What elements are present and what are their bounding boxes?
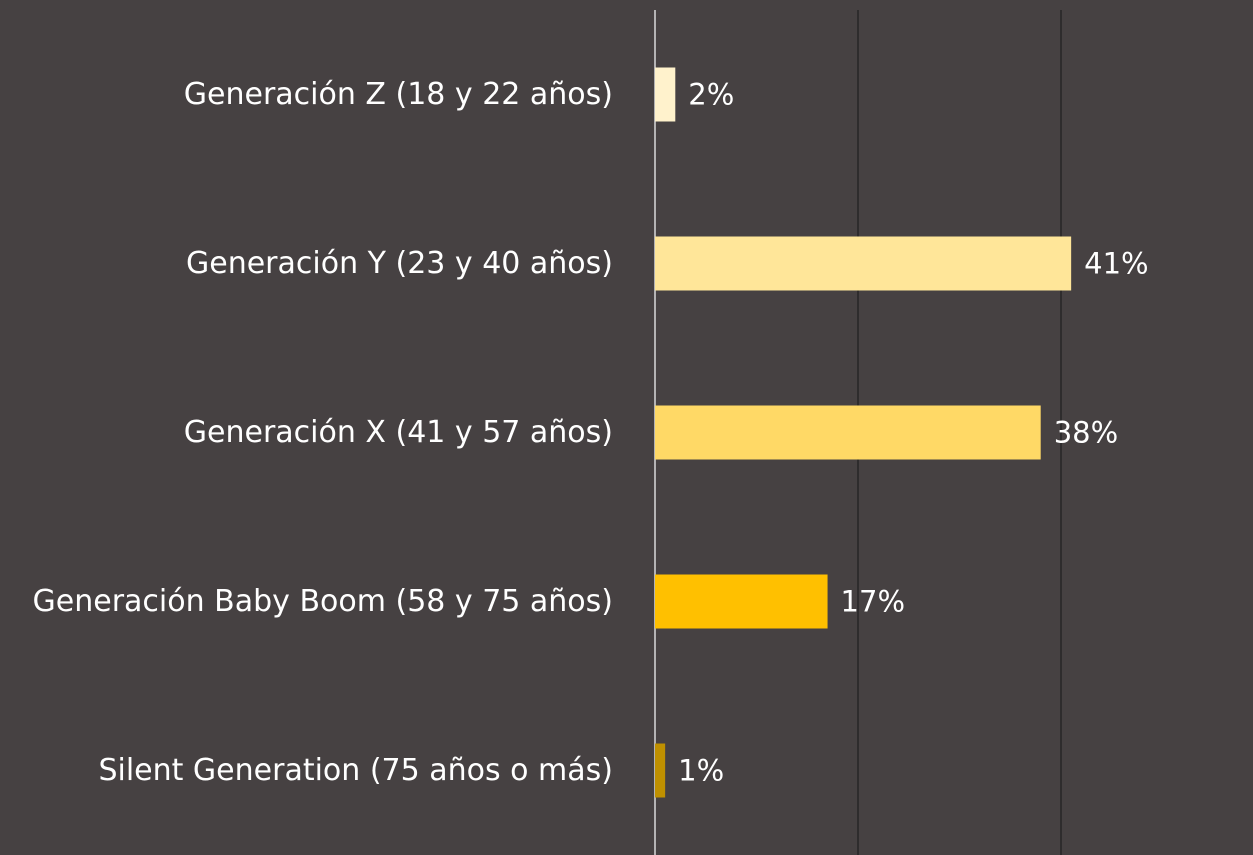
category-label-box: Generación Baby Boom (58 y 75 años) xyxy=(13,542,613,662)
bar xyxy=(655,405,1041,460)
category-label: Generación Z (18 y 22 años) xyxy=(183,76,613,112)
data-label: 17% xyxy=(841,585,905,619)
data-label: 2% xyxy=(688,78,734,112)
data-label: 41% xyxy=(1084,247,1148,281)
category-label-box: Silent Generation (75 años o más) xyxy=(13,711,613,831)
bar xyxy=(655,574,828,629)
bar xyxy=(655,236,1072,291)
bar xyxy=(655,743,666,798)
category-label: Generación Y (23 y 40 años) xyxy=(186,245,613,281)
category-label: Generación Baby Boom (58 y 75 años) xyxy=(32,583,613,619)
category-label-box: Generación X (41 y 57 años) xyxy=(13,373,613,493)
category-label: Generación X (41 y 57 años) xyxy=(183,414,613,450)
data-label: 38% xyxy=(1054,416,1118,450)
category-label-box: Generación Y (23 y 40 años) xyxy=(13,204,613,324)
data-label: 1% xyxy=(678,754,724,788)
category-label: Silent Generation (75 años o más) xyxy=(98,752,613,788)
bar xyxy=(655,67,676,122)
category-label-box: Generación Z (18 y 22 años) xyxy=(13,35,613,155)
